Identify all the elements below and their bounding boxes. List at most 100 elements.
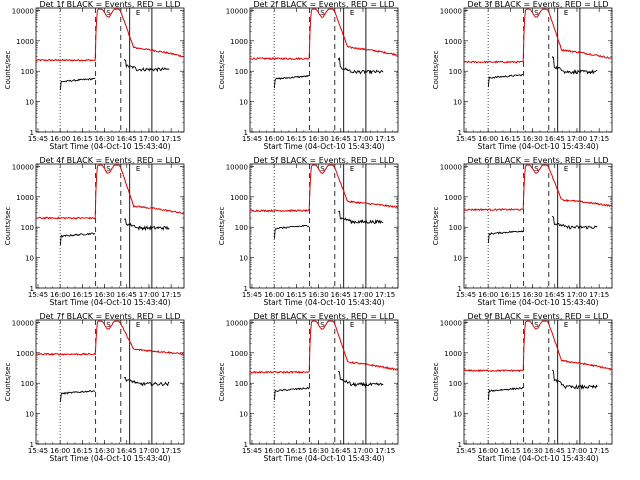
x-tick-label: 16:30 <box>94 291 114 299</box>
x-tick-label: 16:15 <box>286 291 306 299</box>
x-tick-label: 15:45 <box>28 135 48 143</box>
y-tick-label: 1000 <box>16 194 34 202</box>
end-mark: E <box>350 165 354 173</box>
x-axis-label: Start Time (04-Oct-10 15:43:40) <box>477 298 598 307</box>
lld-series-line <box>463 164 613 212</box>
x-tick-label: 16:45 <box>117 291 137 299</box>
plot-frame <box>35 7 185 133</box>
x-tick-label: 17:15 <box>589 447 609 455</box>
y-tick-label: 10 <box>453 411 462 419</box>
x-tick-label: 15:45 <box>456 135 476 143</box>
lld-series-line <box>249 320 399 375</box>
y-tick-label: 1000 <box>16 38 34 46</box>
x-tick-label: 16:45 <box>117 135 137 143</box>
end-mark: E <box>564 321 568 329</box>
start-mark: S <box>106 165 111 173</box>
events-series-line <box>273 370 384 401</box>
y-tick-label: 10 <box>25 255 34 263</box>
x-tick-label: 17:00 <box>139 291 159 299</box>
lld-series-line <box>35 164 185 220</box>
x-tick-label: 16:30 <box>94 447 114 455</box>
x-tick-label: 16:30 <box>308 135 328 143</box>
panel-title: Det 6f BLACK = Events, RED = LLD <box>467 156 608 165</box>
x-tick-label: 16:15 <box>500 447 520 455</box>
plot-frame <box>35 163 185 289</box>
lld-series-line <box>249 8 399 61</box>
x-tick-label: 16:15 <box>286 447 306 455</box>
x-tick-label: 16:45 <box>545 447 565 455</box>
y-axis-label: Counts/sec <box>218 207 226 246</box>
panel-det-1: Det 1f BLACK = Events, RED = LLD 1 10 100 10… <box>4 0 185 151</box>
panel-det-2: Det 2f BLACK = Events, RED = LLD 1 10 100 10… <box>218 0 399 151</box>
x-tick-label: 15:45 <box>242 447 262 455</box>
y-tick-label: 10 <box>453 255 462 263</box>
y-tick-label: 1000 <box>230 38 248 46</box>
panel-title: Det 7f BLACK = Events, RED = LLD <box>39 312 180 321</box>
y-tick-label: 1 <box>30 441 34 449</box>
y-axis-label: Counts/sec <box>4 51 12 90</box>
events-series-line <box>59 376 170 403</box>
x-tick-label: 17:15 <box>375 291 395 299</box>
x-tick-label: 16:30 <box>522 135 542 143</box>
lld-series-line <box>249 164 399 213</box>
y-axis-label: Counts/sec <box>4 207 12 246</box>
x-axis-label: Start Time (04-Oct-10 15:43:40) <box>49 454 170 463</box>
start-mark: S <box>106 9 111 17</box>
x-tick-label: 16:45 <box>545 291 565 299</box>
plot-frame <box>249 163 399 289</box>
start-mark: S <box>320 165 325 173</box>
panel-title: Det 4f BLACK = Events, RED = LLD <box>39 156 180 165</box>
x-tick-label: 16:45 <box>545 135 565 143</box>
lld-series-line <box>463 320 613 373</box>
y-tick-label: 1 <box>244 441 248 449</box>
x-tick-label: 15:45 <box>456 447 476 455</box>
y-tick-label: 100 <box>21 68 34 76</box>
y-tick-label: 1000 <box>230 194 248 202</box>
x-tick-label: 16:00 <box>478 135 498 143</box>
y-tick-label: 1000 <box>444 194 462 202</box>
y-tick-label: 1 <box>30 285 34 293</box>
y-tick-label: 10000 <box>440 163 462 171</box>
y-tick-label: 100 <box>449 380 462 388</box>
y-tick-label: 10000 <box>12 7 34 15</box>
x-tick-label: 17:00 <box>567 135 587 143</box>
y-tick-label: 10000 <box>440 319 462 327</box>
x-tick-label: 15:45 <box>242 135 262 143</box>
x-tick-label: 17:00 <box>567 447 587 455</box>
x-tick-label: 17:00 <box>139 135 159 143</box>
x-tick-label: 16:00 <box>50 135 70 143</box>
y-tick-label: 10 <box>453 99 462 107</box>
x-tick-label: 16:00 <box>50 291 70 299</box>
events-series-line <box>487 215 598 244</box>
end-mark: E <box>136 9 140 17</box>
x-tick-label: 16:15 <box>500 135 520 143</box>
x-tick-label: 16:30 <box>522 447 542 455</box>
events-series-line <box>487 369 598 401</box>
panel-det-6: Det 6f BLACK = Events, RED = LLD 1 10 100 10… <box>432 156 613 307</box>
plot-frame <box>463 163 613 289</box>
y-tick-label: 100 <box>235 380 248 388</box>
y-tick-label: 1 <box>244 129 248 137</box>
y-tick-label: 10000 <box>226 163 248 171</box>
plot-frame <box>463 7 613 133</box>
end-mark: E <box>350 9 354 17</box>
x-tick-label: 17:15 <box>161 447 181 455</box>
x-tick-label: 15:45 <box>28 291 48 299</box>
x-tick-label: 17:00 <box>567 291 587 299</box>
x-axis-label: Start Time (04-Oct-10 15:43:40) <box>49 298 170 307</box>
x-tick-label: 17:15 <box>375 447 395 455</box>
x-tick-label: 16:45 <box>331 135 351 143</box>
end-mark: E <box>136 165 140 173</box>
x-axis-label: Start Time (04-Oct-10 15:43:40) <box>477 454 598 463</box>
x-tick-label: 17:15 <box>161 291 181 299</box>
x-tick-label: 16:45 <box>117 447 137 455</box>
y-tick-label: 1 <box>458 285 462 293</box>
panel-det-3: Det 3f BLACK = Events, RED = LLD 1 10 100 10… <box>432 0 613 151</box>
y-axis-label: Counts/sec <box>432 51 440 90</box>
y-tick-label: 10000 <box>12 163 34 171</box>
x-tick-label: 16:15 <box>72 447 92 455</box>
plot-frame <box>249 319 399 445</box>
x-tick-label: 16:00 <box>478 447 498 455</box>
y-tick-label: 100 <box>21 380 34 388</box>
